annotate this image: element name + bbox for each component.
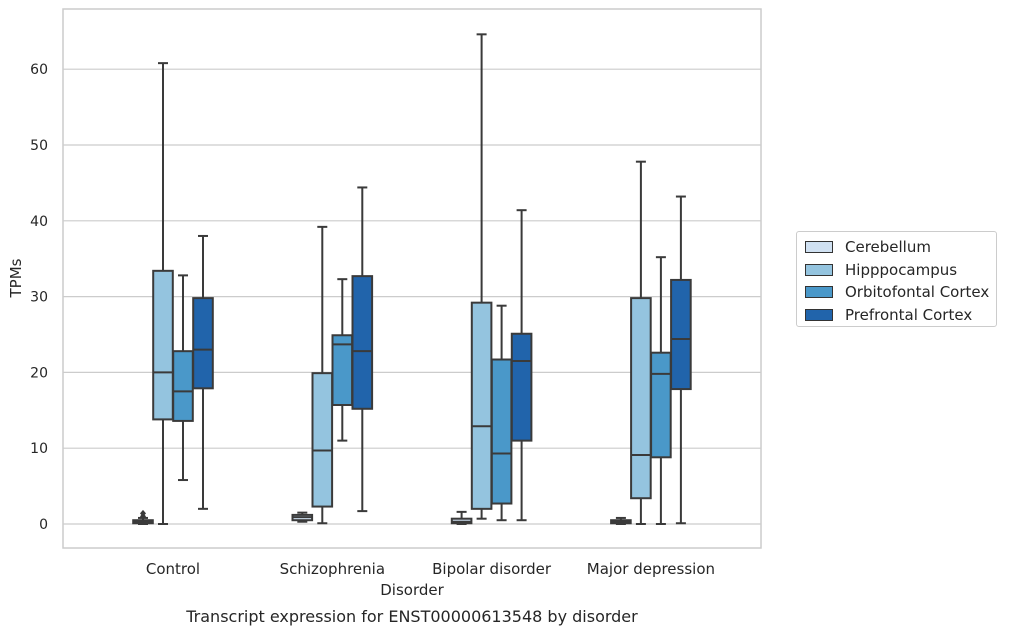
- x-tick-label: Major depression: [587, 560, 715, 578]
- box-0-1: [291, 511, 314, 523]
- outlier-point: [140, 509, 146, 517]
- legend: Cerebellum Hipppocampus Orbitofontal Corte…: [796, 231, 997, 327]
- legend-swatch: [805, 241, 833, 254]
- box-0-0: [132, 509, 154, 525]
- box-3-1: [351, 186, 374, 513]
- box-2-0: [172, 274, 194, 482]
- box-2-3: [650, 256, 672, 525]
- legend-label: Orbitofontal Cortex: [845, 283, 990, 302]
- y-tick-label: 0: [39, 517, 48, 533]
- plot-area-frame: [62, 8, 762, 549]
- box-0-2: [450, 510, 473, 525]
- box-iqr: [510, 332, 533, 442]
- box-2-2: [490, 304, 513, 522]
- y-tick-label: 40: [30, 214, 48, 230]
- y-tick-label: 20: [30, 365, 48, 381]
- legend-item: Orbitofontal Cortex: [805, 281, 996, 304]
- box-iqr: [192, 297, 214, 390]
- box-iqr: [490, 358, 513, 505]
- box-iqr: [650, 351, 672, 459]
- box-iqr: [172, 350, 194, 422]
- legend-item: Hipppocampus: [805, 259, 996, 282]
- legend-item: Cerebellum: [805, 236, 996, 259]
- box-iqr: [331, 334, 354, 406]
- box-1-3: [630, 160, 652, 525]
- box-iqr: [351, 275, 374, 410]
- box-0-3: [610, 516, 632, 525]
- chart-title: Transcript expression for ENST0000061354…: [185, 607, 638, 626]
- y-tick-label: 50: [30, 138, 48, 154]
- axis-ticks: 0 10 20 30 40 50 60 Control Schizophrenia Bipolar…: [30, 62, 715, 578]
- legend-swatch: [805, 308, 833, 321]
- box-3-0: [192, 234, 214, 510]
- box-2-1: [331, 278, 354, 442]
- box-iqr: [152, 269, 174, 421]
- boxes: [132, 33, 692, 525]
- x-axis-title: Disorder: [380, 581, 444, 599]
- legend-item: Prefrontal Cortex: [805, 304, 996, 327]
- legend-label: Prefrontal Cortex: [845, 305, 973, 324]
- y-tick-label: 30: [30, 290, 48, 306]
- y-tick-label: 60: [30, 62, 48, 78]
- legend-swatch: [805, 263, 833, 276]
- box-iqr: [311, 372, 334, 508]
- legend-label: Hipppocampus: [845, 260, 958, 279]
- legend-label: Cerebellum: [845, 238, 931, 257]
- x-tick-label: Control: [146, 560, 200, 578]
- y-axis-title: TPMs: [7, 258, 25, 298]
- box-1-0: [152, 62, 174, 525]
- box-3-2: [510, 209, 533, 522]
- box-1-2: [470, 33, 493, 520]
- box-iqr: [470, 301, 493, 510]
- box-iqr: [630, 297, 652, 500]
- x-tick-label: Schizophrenia: [280, 560, 385, 578]
- x-tick-label: Bipolar disorder: [432, 560, 552, 578]
- box-iqr: [670, 278, 692, 391]
- box-3-3: [670, 195, 692, 525]
- y-tick-label: 10: [30, 441, 48, 457]
- box-1-1: [311, 225, 334, 525]
- legend-swatch: [805, 286, 833, 299]
